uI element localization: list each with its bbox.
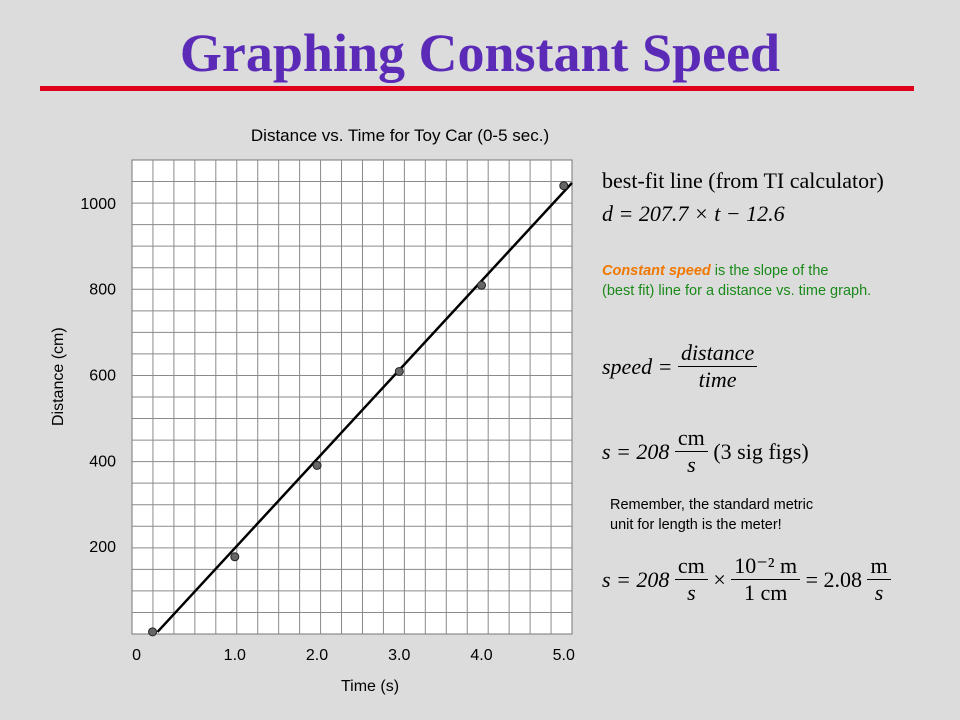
y-tick-label: 1000 <box>80 196 116 213</box>
x-tick-label: 5.0 <box>553 647 575 664</box>
data-point <box>312 460 322 470</box>
data-point <box>394 366 404 376</box>
speed-denominator: time <box>698 367 737 392</box>
x-tick-label: 2.0 <box>306 647 328 664</box>
data-point <box>148 627 158 637</box>
y-axis-label: Distance (cm) <box>50 327 67 426</box>
unit-fraction: cm s <box>674 425 708 478</box>
conversion-formula: s = 208 cm s × 10⁻² m 1 cm = 2.08 m s <box>602 553 891 606</box>
speed-value-formula: s = 208 cm s (3 sig figs) <box>602 425 809 478</box>
sig-figs: (3 sig figs) <box>713 438 809 464</box>
conv-numerator-2: 10⁻² m <box>731 553 801 580</box>
y-tick-label: 400 <box>89 453 116 470</box>
constant-speed-note: Constant speed is the slope of the (best… <box>602 261 960 301</box>
constant-speed-highlight: Constant speed <box>602 263 711 279</box>
remember-line1: Remember, the standard metric <box>610 497 814 513</box>
conv-equals: = 2.08 <box>805 566 862 592</box>
conv-fraction-1: cm s <box>674 553 708 606</box>
data-point <box>230 552 240 562</box>
conv-fraction-3: m s <box>867 553 891 606</box>
unit-numerator: cm <box>674 425 708 452</box>
best-fit-equation: d = 207.7 × t − 12.6 <box>602 201 785 226</box>
conv-numerator-1: cm <box>674 553 708 580</box>
y-tick-label: 800 <box>89 282 116 299</box>
best-fit-line <box>156 182 573 633</box>
y-tick-label: 600 <box>89 367 116 384</box>
conv-lhs: s = 208 <box>602 566 670 592</box>
conv-numerator-3: m <box>867 553 891 580</box>
x-axis-label: Time (s) <box>340 678 400 695</box>
speed-numerator: distance <box>677 340 758 367</box>
x-tick-label: 4.0 <box>470 647 492 664</box>
constant-speed-line1: is the slope of the <box>710 263 829 279</box>
s-lhs: s = 208 <box>602 438 670 464</box>
remember-note: Remember, the standard metric unit for l… <box>610 495 910 535</box>
constant-speed-line2: (best fit) line for a distance vs. time … <box>602 283 872 299</box>
slide-title: Graphing Constant Speed <box>179 23 781 83</box>
data-point <box>477 280 487 290</box>
x-tick-label: 3.0 <box>388 647 410 664</box>
conv-denominator-2: 1 cm <box>743 580 788 605</box>
conv-denominator-1: s <box>687 580 696 605</box>
unit-denominator: s <box>687 452 696 477</box>
times-sign: × <box>713 566 726 592</box>
speed-formula: speed = distance time <box>602 340 758 393</box>
x-tick-label: 0 <box>132 647 141 664</box>
data-point <box>559 181 569 191</box>
conv-denominator-3: s <box>874 580 884 605</box>
best-fit-title: best-fit line (from TI calculator) <box>602 168 884 193</box>
y-tick-label: 200 <box>89 539 116 556</box>
title-underline <box>40 86 914 91</box>
conv-fraction-2: 10⁻² m 1 cm <box>731 553 801 606</box>
speed-fraction: distance time <box>677 340 758 393</box>
remember-line2: unit for length is the meter! <box>610 517 782 533</box>
speed-lhs: speed = <box>602 353 673 379</box>
x-tick-label: 1.0 <box>224 647 246 664</box>
chart-title: Distance vs. Time for Toy Car (0-5 sec.) <box>250 126 550 145</box>
